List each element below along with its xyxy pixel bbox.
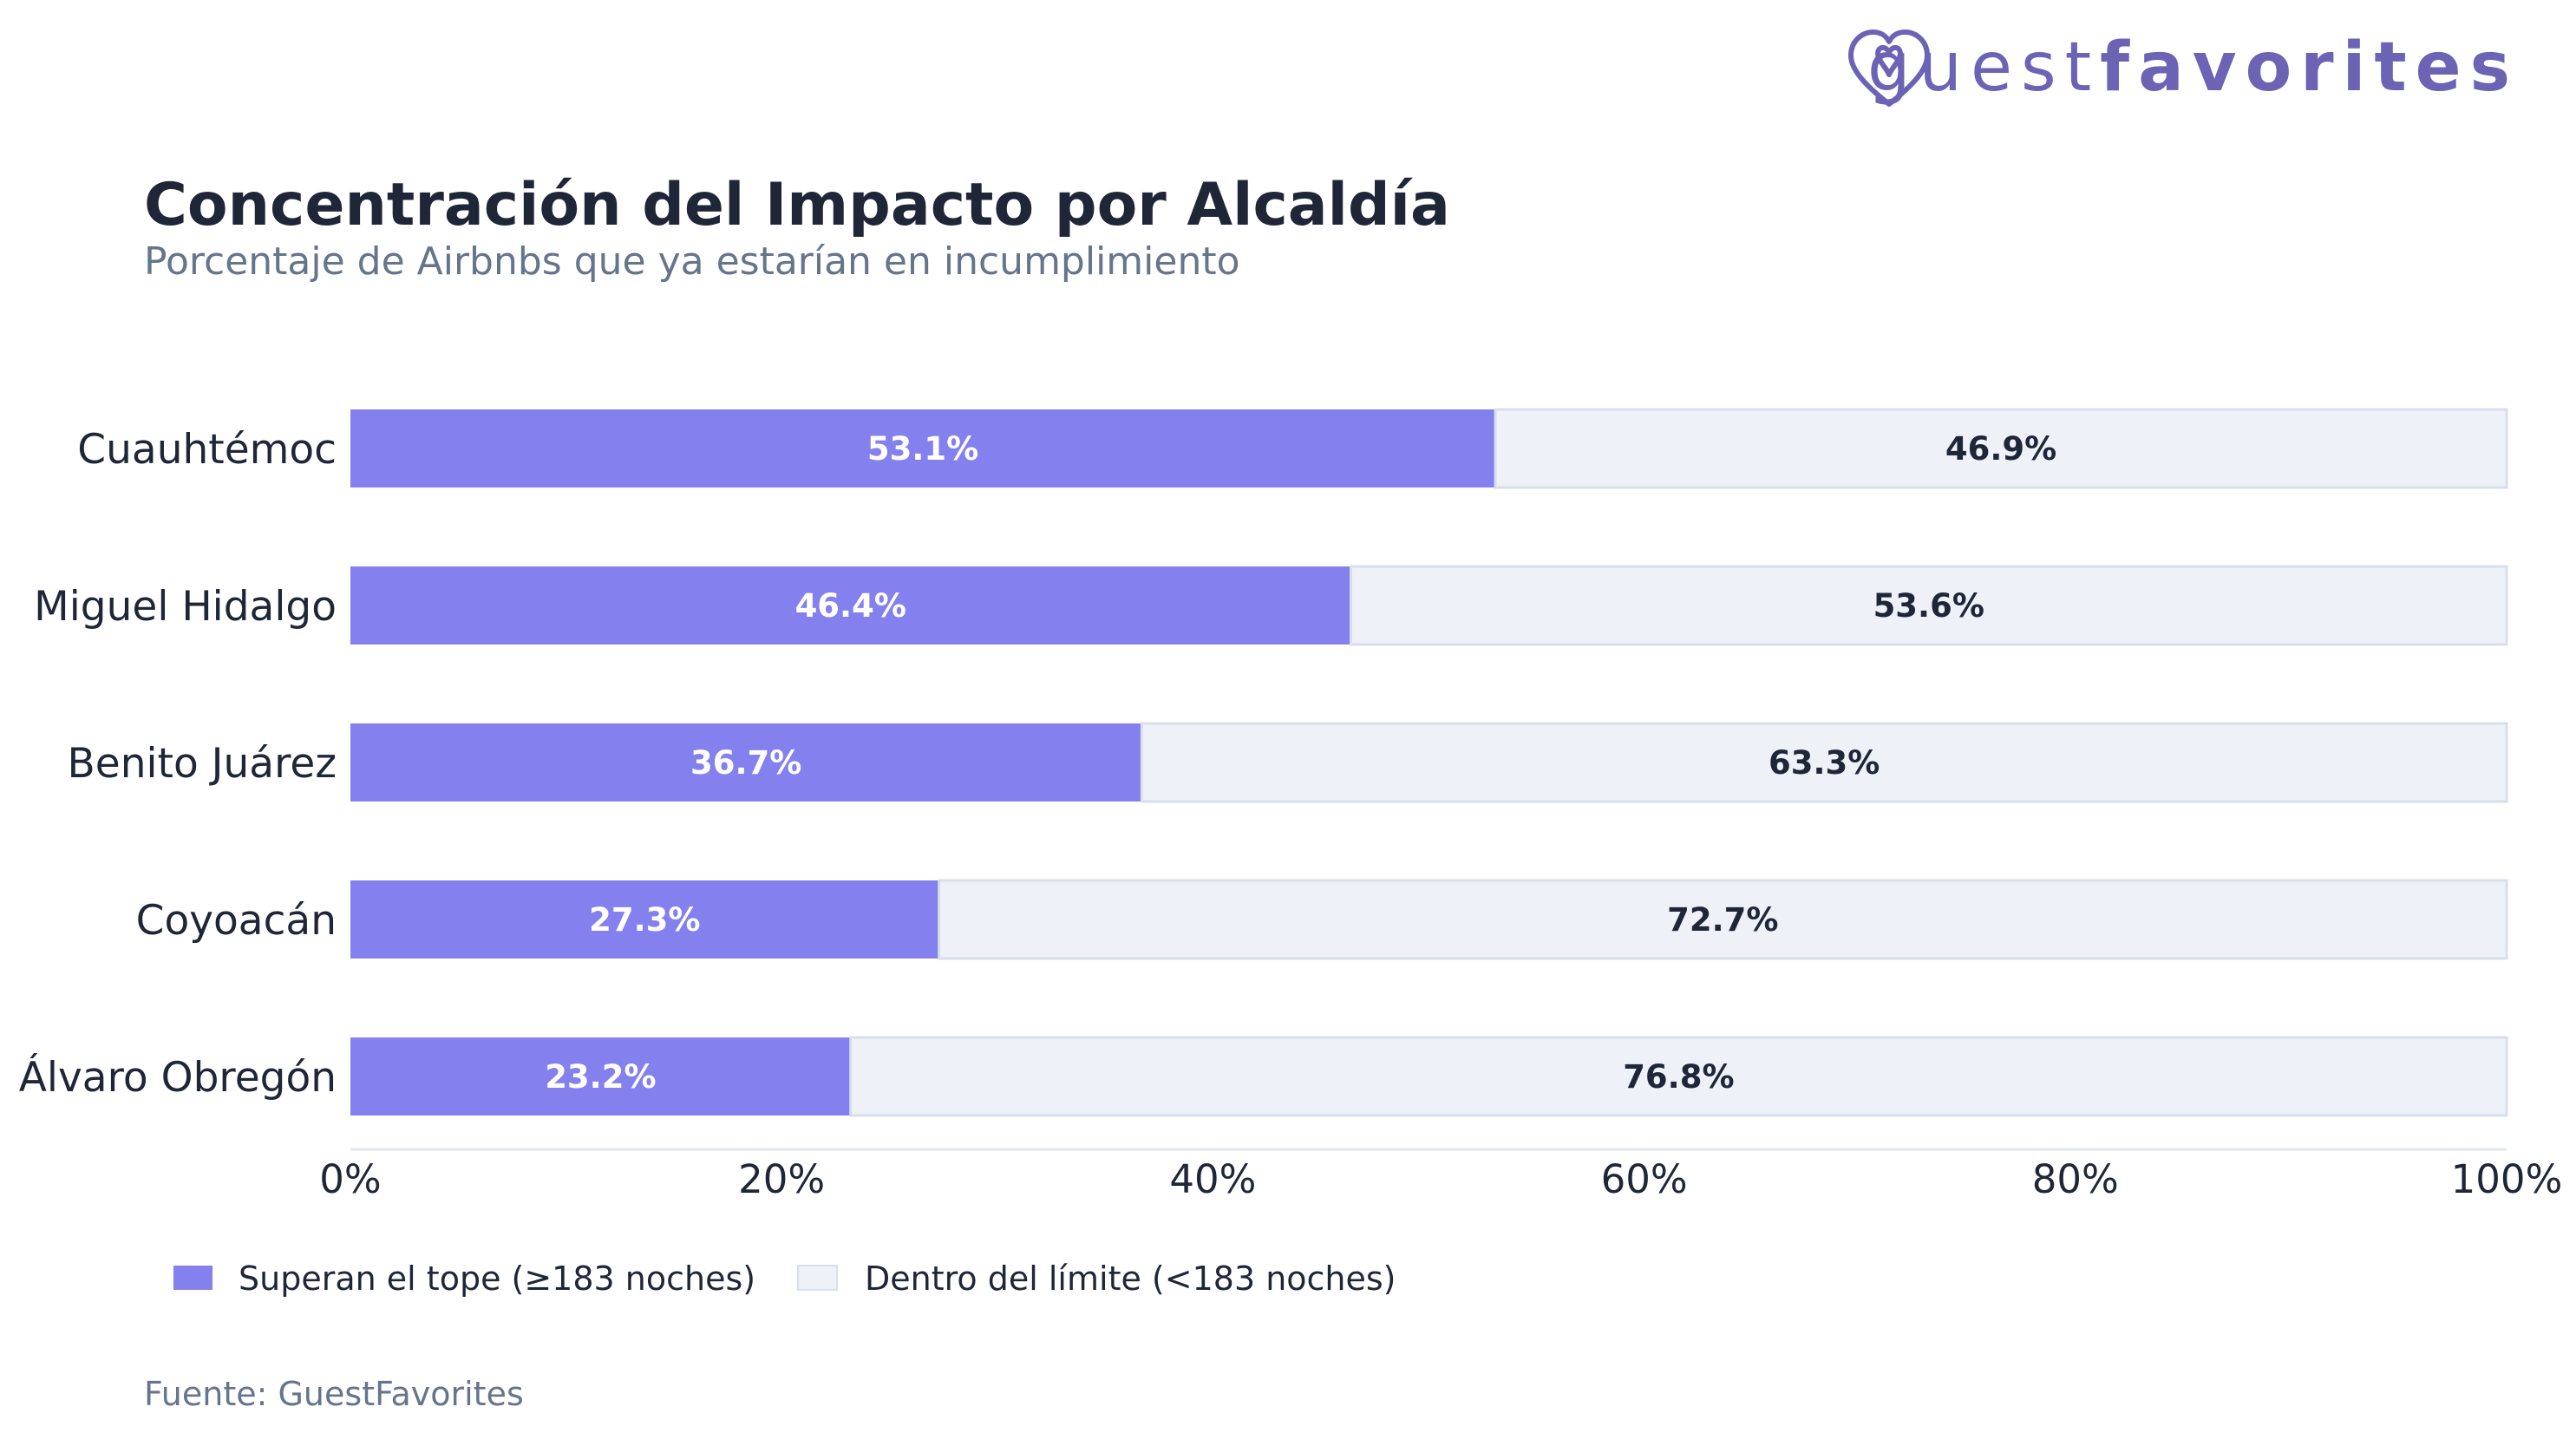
x-tick-label: 0%: [319, 1156, 381, 1202]
data-label-within-miguel-hidalgo: 53.6%: [1873, 587, 1984, 625]
bar-within-alvaro-obregon: [849, 1036, 2508, 1117]
bar-exceed-alvaro-obregon: [350, 1037, 851, 1116]
chart-title: Concentración del Impacto por Alcaldía: [144, 171, 1450, 239]
legend-swatch-within: [797, 1265, 838, 1291]
data-label-within-coyoacan: 72.7%: [1667, 901, 1778, 939]
x-tick-label: 100%: [2451, 1156, 2563, 1202]
data-label-within-alvaro-obregon: 76.8%: [1623, 1058, 1734, 1096]
data-label-exceed-coyoacan: 27.3%: [589, 901, 700, 939]
bar-within-miguel-hidalgo: [1350, 565, 2508, 646]
x-tick-label: 20%: [738, 1156, 825, 1202]
category-label-benito-juarez: Benito Juárez: [68, 740, 337, 788]
data-label-exceed-miguel-hidalgo: 46.4%: [795, 587, 906, 625]
category-label-coyoacan: Coyoacán: [136, 897, 337, 945]
brand-logo: guestfavorites: [1848, 29, 2519, 107]
chart-subtitle: Porcentaje de Airbnbs que ya estarían en…: [144, 239, 1240, 284]
category-label-cuauhtemoc: Cuauhtémoc: [77, 426, 337, 474]
category-labels: Cuauhtémoc Miguel Hidalgo Benito Juárez Coy…: [19, 426, 337, 1102]
x-tick-label: 40%: [1169, 1156, 1256, 1202]
x-tick-label: 80%: [2032, 1156, 2119, 1202]
bar-within-benito-juarez: [1140, 722, 2508, 803]
bar-within-cuauhtemoc: [1494, 408, 2508, 489]
bar-exceed-miguel-hidalgo: [350, 566, 1351, 645]
data-label-exceed-cuauhtemoc: 53.1%: [867, 430, 978, 468]
legend-swatch-exceed: [173, 1266, 212, 1290]
bar-exceed-benito-juarez: [350, 723, 1142, 802]
data-label-within-cuauhtemoc: 46.9%: [1945, 430, 2056, 468]
data-label-exceed-alvaro-obregon: 23.2%: [545, 1058, 656, 1096]
logo-text-light: guest: [1867, 29, 2100, 107]
data-label-within-benito-juarez: 63.3%: [1769, 744, 1880, 782]
bar-within-coyoacan: [938, 879, 2508, 960]
heart-logo-icon: [1848, 29, 1930, 107]
bar-exceed-cuauhtemoc: [350, 409, 1496, 487]
x-axis-ticks: 0% 20% 40% 60% 80% 100%: [319, 1156, 2562, 1202]
legend-label-exceed: Superan el tope (≥183 noches): [239, 1260, 755, 1298]
source-note: Fuente: GuestFavorites: [144, 1375, 524, 1413]
bar-exceed-coyoacan: [350, 880, 939, 959]
category-label-miguel-hidalgo: Miguel Hidalgo: [34, 583, 337, 631]
category-label-alvaro-obregon: Álvaro Obregón: [19, 1054, 337, 1102]
legend-label-within: Dentro del límite (<183 noches): [865, 1260, 1396, 1298]
svg-text:guestfavorites: guestfavorites: [1867, 29, 2519, 107]
bars-group: 53.1% 46.9% 46.4% 53.6% 36.7% 63.3% 27.3% 72.7%…: [350, 408, 2508, 1117]
x-tick-label: 60%: [1601, 1156, 1688, 1202]
logo-text-bold: favorites: [2100, 29, 2519, 107]
legend: Superan el tope (≥183 noches) Dentro del…: [173, 1260, 1396, 1298]
data-label-exceed-benito-juarez: 36.7%: [690, 744, 801, 782]
